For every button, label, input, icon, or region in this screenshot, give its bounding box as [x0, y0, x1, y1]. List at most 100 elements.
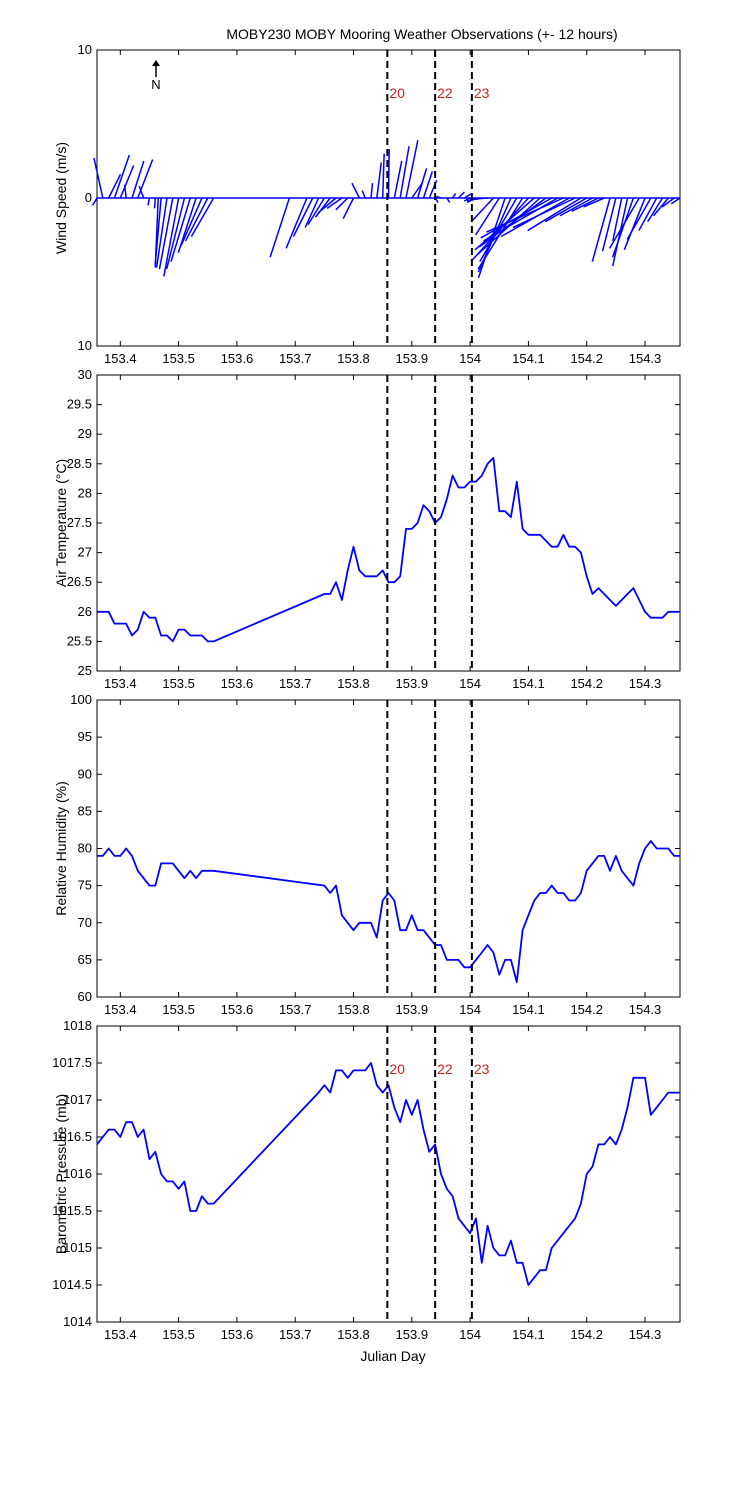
- wind-stick: [463, 192, 473, 199]
- wind-stick: [387, 149, 390, 199]
- x-tick-label: 153.7: [279, 351, 312, 366]
- series-line: [96, 1062, 680, 1286]
- wind-stick: [361, 190, 366, 199]
- event-marker-label: 22: [437, 85, 453, 101]
- wind-stick: [436, 195, 442, 199]
- wind-stick: [583, 197, 605, 208]
- wind-stick: [335, 197, 349, 211]
- wind-stick: [486, 197, 564, 233]
- panel-1: 153.4 153.5 153.6 153.7 153.8 153.9 154 154.1 15…: [53, 42, 681, 366]
- wind-stick: [147, 197, 151, 206]
- wind-stick: [544, 197, 588, 223]
- x-tick-label: 153.4: [104, 1327, 137, 1342]
- panel-3: 153.4 153.5 153.6 153.7 153.8 153.9 154 154.1 15…: [53, 692, 681, 1017]
- wind-stick: [416, 168, 428, 199]
- x-axis-label: Julian Day: [360, 1348, 425, 1364]
- x-tick-label: 154.2: [570, 1002, 603, 1017]
- panels-group: 153.4 153.5 153.6 153.7 153.8 153.9 154 154.1 15…: [52, 42, 681, 1342]
- wind-stick: [381, 153, 385, 199]
- wind-stick: [314, 197, 331, 218]
- event-marker-label: 20: [389, 1061, 405, 1077]
- x-tick-label: 153.8: [337, 351, 370, 366]
- y-tick-label: 60: [78, 989, 92, 1004]
- wind-stick: [452, 193, 457, 199]
- wind-stick: [472, 197, 494, 221]
- wind-stick: [107, 173, 122, 199]
- y-axis-label: Barometric Pressure (mb): [53, 1094, 69, 1254]
- y-tick-label: 27: [78, 545, 92, 560]
- y-tick-label: 1018: [63, 1018, 92, 1033]
- x-tick-label: 153.5: [162, 1002, 195, 1017]
- x-tick-label: 154.1: [512, 676, 545, 691]
- wind-stick: [184, 197, 209, 242]
- wind-stick: [478, 197, 547, 248]
- north-label: N: [151, 77, 160, 92]
- wind-stick: [376, 162, 383, 199]
- wind-stick: [138, 185, 145, 199]
- wind-stick: [457, 191, 465, 199]
- y-tick-label: 75: [78, 878, 92, 893]
- y-tick-label: 100: [70, 692, 92, 707]
- y-tick-label: 26: [78, 604, 92, 619]
- x-tick-label: 154.1: [512, 1002, 545, 1017]
- x-tick-label: 154.1: [512, 351, 545, 366]
- x-tick-label: 154: [459, 676, 481, 691]
- wind-stick: [638, 197, 658, 231]
- event-marker-label: 22: [437, 1061, 453, 1077]
- wind-stick: [571, 197, 599, 212]
- x-tick-label: 153.4: [104, 676, 137, 691]
- wind-stick: [446, 197, 451, 203]
- wind-stick: [154, 197, 162, 265]
- y-tick-label: 10: [78, 42, 92, 57]
- x-tick-label: 153.6: [221, 1002, 254, 1017]
- y-tick-label: 1016: [63, 1166, 92, 1181]
- wind-stick: [269, 197, 291, 258]
- series-line: [97, 840, 680, 983]
- wind-stick: [123, 184, 127, 199]
- wind-stick: [626, 197, 652, 240]
- y-tick-label: 90: [78, 766, 92, 781]
- y-tick-label: 29.5: [67, 397, 92, 412]
- wind-stick: [559, 197, 593, 217]
- x-tick-label: 153.5: [162, 1327, 195, 1342]
- wind-stick: [285, 197, 308, 249]
- wind-stick: [474, 197, 500, 236]
- x-tick-label: 153.6: [221, 676, 254, 691]
- x-tick-label: 153.6: [221, 1327, 254, 1342]
- y-tick-label: 1017.5: [52, 1055, 92, 1070]
- wind-stick: [399, 146, 410, 199]
- wind-stick: [131, 160, 145, 199]
- y-tick-label: 0: [85, 190, 92, 205]
- x-tick-label: 153.6: [221, 351, 254, 366]
- y-tick-label: 1014: [63, 1314, 92, 1329]
- y-tick-label: 25.5: [67, 633, 92, 648]
- wind-stick: [91, 197, 98, 206]
- y-tick-label: 26.5: [67, 574, 92, 589]
- wind-stick: [165, 197, 186, 270]
- wind-stick: [163, 197, 180, 277]
- x-tick-label: 154: [459, 1327, 481, 1342]
- x-tick-label: 153.9: [396, 1327, 429, 1342]
- event-marker-label: 23: [474, 85, 490, 101]
- wind-stick: [405, 140, 419, 199]
- y-tick-label: 65: [78, 952, 92, 967]
- x-tick-label: 154.1: [512, 1327, 545, 1342]
- x-tick-label: 153.8: [337, 1002, 370, 1017]
- y-tick-label: 1015.5: [52, 1203, 92, 1218]
- y-tick-label: 1015: [63, 1240, 92, 1255]
- wind-stick: [113, 154, 130, 199]
- x-tick-label: 153.4: [104, 351, 137, 366]
- x-tick-label: 153.7: [279, 1327, 312, 1342]
- wind-stick: [155, 197, 168, 268]
- wind-stick: [463, 197, 471, 202]
- event-markers-group: 20 20 22 22 23 23: [386, 50, 490, 1322]
- x-tick-label: 153.5: [162, 351, 195, 366]
- y-tick-label: 30: [78, 367, 92, 382]
- x-tick-label: 153.8: [337, 1327, 370, 1342]
- panel-4: 153.4 153.5 153.6 153.7 153.8 153.9 154 154.1 15…: [52, 1018, 681, 1342]
- wind-stick: [411, 182, 423, 199]
- wind-stick: [601, 197, 617, 252]
- wind-stick: [611, 197, 629, 267]
- wind-stick: [153, 197, 157, 209]
